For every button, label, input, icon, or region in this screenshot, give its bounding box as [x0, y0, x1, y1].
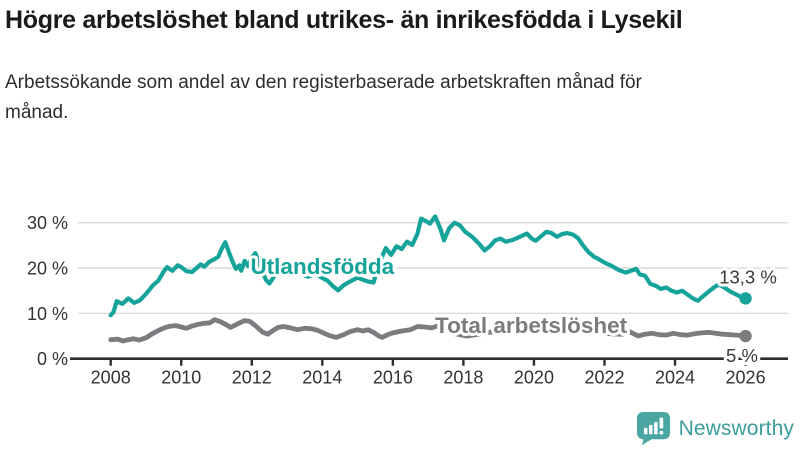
y-tick-label: 20 % — [27, 259, 68, 279]
series-label-utlandsfodda: Utlandsfödda — [250, 254, 394, 279]
chart-header: Högre arbetslöshet bland utrikes- än inr… — [5, 4, 683, 128]
page-title: Högre arbetslöshet bland utrikes- än inr… — [5, 6, 683, 34]
x-tick-label: 2018 — [443, 368, 483, 388]
series-line-utlandsfodda — [108, 214, 748, 318]
x-tick-label: 2016 — [373, 368, 413, 388]
chart-subtitle: Arbetssökande som andel av den registerb… — [5, 72, 642, 123]
x-tick-label: 2008 — [91, 368, 131, 388]
x-tick-label: 2026 — [726, 368, 766, 388]
newsworthy-logo[interactable]: Newsworthy — [636, 412, 794, 446]
y-tick-label: 10 % — [27, 304, 68, 324]
series-label-total: Total arbetslöshet — [435, 313, 628, 338]
bar-chart-speech-bubble-icon — [636, 412, 670, 446]
x-tick-label: 2022 — [584, 368, 624, 388]
y-tick-label: 0 % — [37, 349, 68, 369]
end-value-label: 13,3 % — [719, 267, 777, 288]
y-tick-label: 30 % — [27, 213, 68, 233]
endpoint-dot — [739, 329, 752, 343]
brand-name: Newsworthy — [678, 417, 794, 440]
x-tick-label: 2010 — [161, 368, 201, 388]
end-value-label: 5 % — [726, 345, 758, 366]
series-line-total — [108, 317, 748, 344]
x-tick-label: 2024 — [655, 368, 695, 388]
x-tick-label: 2012 — [232, 368, 272, 388]
x-tick-label: 2014 — [302, 368, 342, 388]
endpoint-dot — [739, 292, 752, 305]
x-tick-label: 2020 — [514, 368, 554, 388]
